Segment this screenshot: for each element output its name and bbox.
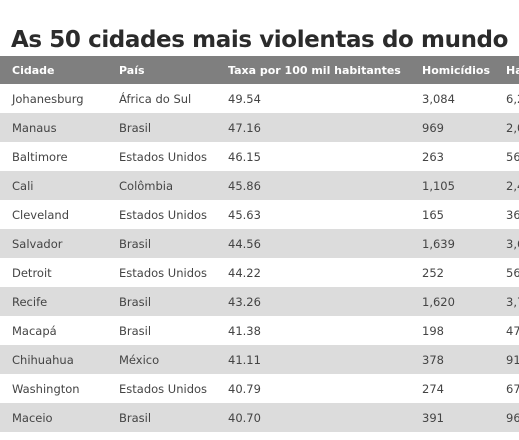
cell-homicides: 274 <box>422 381 444 396</box>
cell-population: 96 <box>506 410 519 425</box>
cell-country: África do Sul <box>119 91 192 106</box>
cell-homicides: 378 <box>422 352 444 367</box>
cell-population: 36 <box>506 207 519 222</box>
table-row: Manaus Brasil 47.16 969 2,0 <box>0 113 519 142</box>
cell-country: Colômbia <box>119 178 174 193</box>
cell-country <box>107 432 216 440</box>
cell-city: Cali <box>12 178 34 193</box>
table-row: Baltimore Estados Unidos 46.15 263 56 <box>0 142 519 171</box>
cell-city: Salvador <box>12 236 63 251</box>
cell-homicides: 391 <box>422 410 444 425</box>
cell-rate: 40.70 <box>228 410 261 425</box>
cell-rate: 44.22 <box>228 265 261 280</box>
cell-country: Brasil <box>119 410 152 425</box>
cell-population: 91 <box>506 352 519 367</box>
cell-population <box>494 432 519 440</box>
cell-homicides: 198 <box>422 323 444 338</box>
table-row: Salvador Brasil 44.56 1,639 3,6 <box>0 229 519 258</box>
cell-population: 2,4 <box>506 178 519 193</box>
cell-city <box>0 432 107 440</box>
cell-homicides: 1,639 <box>422 236 455 251</box>
cell-city: Chihuahua <box>12 352 74 367</box>
cell-population: 2,0 <box>506 120 519 135</box>
cell-homicides: 969 <box>422 120 444 135</box>
table-row: Detroit Estados Unidos 44.22 252 56 <box>0 258 519 287</box>
table-row: Maceio Brasil 40.70 391 96 <box>0 403 519 432</box>
cell-country: México <box>119 352 160 367</box>
table-row: Cleveland Estados Unidos 45.63 165 36 <box>0 200 519 229</box>
cell-country: Estados Unidos <box>119 149 208 164</box>
cell-country: Estados Unidos <box>119 381 208 396</box>
cell-rate: 45.86 <box>228 178 261 193</box>
cell-homicides: 165 <box>422 207 444 222</box>
cell-population: 67 <box>506 381 519 396</box>
table-row: Washington Estados Unidos 40.79 274 67 <box>0 374 519 403</box>
cell-country: Brasil <box>119 323 152 338</box>
cell-population: 56 <box>506 149 519 164</box>
cell-population: 3,6 <box>506 236 519 251</box>
cell-rate: 45.63 <box>228 207 261 222</box>
column-header-city[interactable]: Cidade <box>12 63 55 77</box>
column-header-homicides[interactable]: Homicídios <box>422 63 491 77</box>
cell-city: Washington <box>12 381 80 396</box>
cell-rate: 49.54 <box>228 91 261 106</box>
cell-population: 6,2 <box>506 91 519 106</box>
cell-city: Baltimore <box>12 149 68 164</box>
cell-city: Maceio <box>12 410 53 425</box>
cell-rate: 47.16 <box>228 120 261 135</box>
cell-rate: 41.11 <box>228 352 261 367</box>
cell-city: Manaus <box>12 120 57 135</box>
table-row: Chihuahua México 41.11 378 91 <box>0 345 519 374</box>
cell-country: Brasil <box>119 294 152 309</box>
cell-city: Cleveland <box>12 207 70 222</box>
cell-rate <box>216 432 410 440</box>
cell-homicides: 1,105 <box>422 178 455 193</box>
cell-city: Recife <box>12 294 48 309</box>
cell-rate: 40.79 <box>228 381 261 396</box>
cell-population: 3,7 <box>506 294 519 309</box>
table-row <box>0 432 519 440</box>
cities-table: Cidade País Taxa por 100 mil habitantes … <box>0 56 519 440</box>
page-title: As 50 cidades mais violentas do mundo <box>10 27 509 54</box>
cell-homicides: 252 <box>422 265 444 280</box>
data-table-container[interactable]: Cidade País Taxa por 100 mil habitantes … <box>0 56 519 440</box>
table-row: Johanesburg África do Sul 49.54 3,084 6,… <box>0 84 519 113</box>
cell-city: Detroit <box>12 265 52 280</box>
cell-rate: 41.38 <box>228 323 261 338</box>
cell-rate: 44.56 <box>228 236 261 251</box>
cell-homicides: 263 <box>422 149 444 164</box>
column-header-country[interactable]: País <box>119 63 145 77</box>
column-header-population[interactable]: Ha <box>506 63 519 77</box>
cell-homicides <box>410 432 494 440</box>
table-row: Recife Brasil 43.26 1,620 3,7 <box>0 287 519 316</box>
cell-country: Estados Unidos <box>119 207 208 222</box>
cell-homicides: 1,620 <box>422 294 455 309</box>
table-header-row: Cidade País Taxa por 100 mil habitantes … <box>0 56 519 84</box>
cell-population: 56 <box>506 265 519 280</box>
cell-country: Brasil <box>119 120 152 135</box>
cell-country: Brasil <box>119 236 152 251</box>
table-row: Macapá Brasil 41.38 198 47 <box>0 316 519 345</box>
cell-rate: 46.15 <box>228 149 261 164</box>
cell-rate: 43.26 <box>228 294 261 309</box>
column-header-rate[interactable]: Taxa por 100 mil habitantes <box>228 63 401 77</box>
cell-population: 47 <box>506 323 519 338</box>
cell-city: Macapá <box>12 323 57 338</box>
table-row: Cali Colômbia 45.86 1,105 2,4 <box>0 171 519 200</box>
cell-country: Estados Unidos <box>119 265 208 280</box>
cell-city: Johanesburg <box>12 91 84 106</box>
cell-homicides: 3,084 <box>422 91 455 106</box>
